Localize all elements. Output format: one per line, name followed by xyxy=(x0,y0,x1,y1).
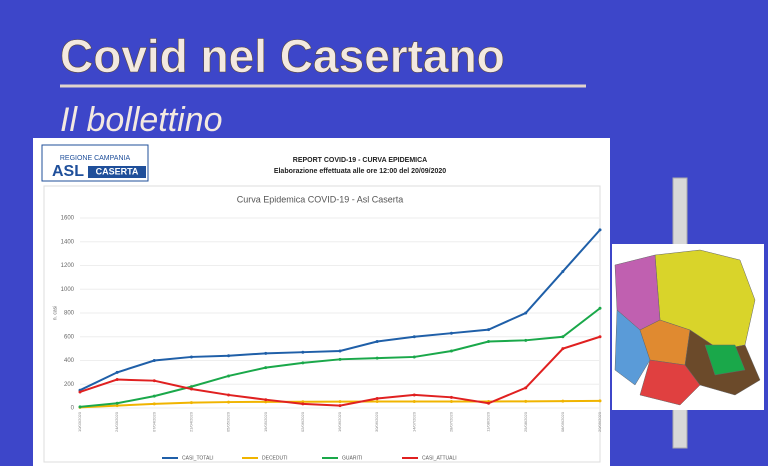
series-point xyxy=(598,306,602,310)
x-tick-label: 19/05/2020 xyxy=(263,411,268,432)
series-point xyxy=(412,335,416,339)
series-point xyxy=(338,400,342,404)
series-point xyxy=(598,335,602,339)
series-point xyxy=(227,354,231,358)
series-point xyxy=(487,328,491,332)
y-tick-label: 1200 xyxy=(61,263,75,269)
y-tick-label: 200 xyxy=(64,382,75,388)
series-point xyxy=(524,399,528,403)
series-point xyxy=(412,393,416,397)
x-tick-label: 02/06/2020 xyxy=(300,411,305,432)
y-axis-label: n. casi xyxy=(52,306,58,320)
logo-asl: ASL xyxy=(52,163,84,180)
series-point xyxy=(338,357,342,361)
x-tick-label: 28/07/2020 xyxy=(448,411,453,432)
chart-frame xyxy=(43,185,601,463)
series-point xyxy=(152,402,156,406)
series-point xyxy=(152,359,156,362)
report-title: REPORT COVID-19 - CURVA EPIDEMICA xyxy=(293,157,427,164)
series-point xyxy=(227,400,231,404)
series-point xyxy=(115,378,119,381)
series-point xyxy=(449,331,453,335)
series-point xyxy=(189,387,193,391)
series-point xyxy=(189,355,193,359)
logo-band xyxy=(88,166,146,178)
series-point xyxy=(115,401,119,405)
series-point xyxy=(375,397,379,400)
series-point xyxy=(264,366,268,370)
x-tick-label: 20/09/2020 xyxy=(597,411,602,432)
y-tick-label: 0 xyxy=(71,406,75,412)
series-point xyxy=(412,399,416,403)
legend-label: CASI_TOTALI xyxy=(182,455,214,461)
logo-city: CASERTA xyxy=(96,166,139,176)
series-point xyxy=(264,398,268,402)
series-point xyxy=(338,404,342,408)
x-tick-label: 21/04/2020 xyxy=(188,411,193,432)
page-title: Covid nel Casertano xyxy=(60,30,505,82)
series-point xyxy=(524,311,528,315)
series-point xyxy=(301,400,305,404)
series-point xyxy=(115,404,119,408)
series-point xyxy=(375,340,379,343)
series-point xyxy=(375,399,379,403)
report-sheet xyxy=(33,138,610,466)
logo-region: REGIONE CAMPANIA xyxy=(60,155,131,162)
x-tick-label: 16/06/2020 xyxy=(337,411,342,432)
series-point xyxy=(78,390,82,394)
series-point xyxy=(524,338,528,342)
x-tick-label: 24/03/2020 xyxy=(114,411,119,432)
series-point xyxy=(598,228,602,232)
report-time: Elaborazione effettuata alle ore 12:00 d… xyxy=(274,168,446,175)
series-point xyxy=(449,399,453,403)
y-tick-label: 1400 xyxy=(61,239,75,245)
series-point xyxy=(152,394,156,398)
series-point xyxy=(264,400,268,404)
series-point xyxy=(115,370,119,374)
series-point xyxy=(598,399,602,403)
series-point xyxy=(561,269,565,273)
series-point xyxy=(449,349,453,353)
series-point xyxy=(561,399,565,403)
series-point xyxy=(338,349,342,353)
x-tick-label: 14/07/2020 xyxy=(411,411,416,432)
map-decoration xyxy=(612,177,764,449)
series-point xyxy=(412,355,416,359)
series-point xyxy=(449,395,453,399)
x-tick-label: 10/03/2020 xyxy=(77,411,82,432)
series-point xyxy=(227,393,231,397)
y-tick-label: 600 xyxy=(64,334,75,340)
series-point xyxy=(152,379,156,383)
series-point xyxy=(301,350,305,354)
series-point xyxy=(487,401,491,405)
y-tick-label: 400 xyxy=(64,358,75,364)
x-tick-label: 25/08/2020 xyxy=(523,411,528,432)
x-tick-label: 07/04/2020 xyxy=(151,411,156,432)
series-point xyxy=(264,351,268,355)
legend-label: DECEDUTI xyxy=(262,455,288,461)
series-point xyxy=(375,356,379,360)
chart-title: Curva Epidemica COVID-19 - Asl Caserta xyxy=(237,194,404,204)
y-tick-label: 800 xyxy=(64,311,75,317)
series-point xyxy=(487,340,491,343)
series-point xyxy=(189,401,193,405)
series-point xyxy=(227,374,231,378)
legend-label: GUARITI xyxy=(342,455,362,461)
x-tick-label: 11/08/2020 xyxy=(486,411,491,431)
series-point xyxy=(561,335,565,339)
series-point xyxy=(301,361,305,365)
series-point xyxy=(524,386,528,390)
legend-label: CASI_ATTUALI xyxy=(422,455,457,461)
series-point xyxy=(301,402,305,406)
series-point xyxy=(78,405,82,409)
series-point xyxy=(561,347,565,351)
x-tick-label: 05/05/2020 xyxy=(226,411,231,432)
x-tick-label: 08/09/2020 xyxy=(560,411,565,432)
page-subtitle: Il bollettino xyxy=(60,101,223,139)
y-tick-label: 1000 xyxy=(61,287,75,293)
series-point xyxy=(189,385,193,389)
y-tick-label: 1600 xyxy=(61,216,75,222)
x-tick-label: 30/06/2020 xyxy=(374,411,379,432)
